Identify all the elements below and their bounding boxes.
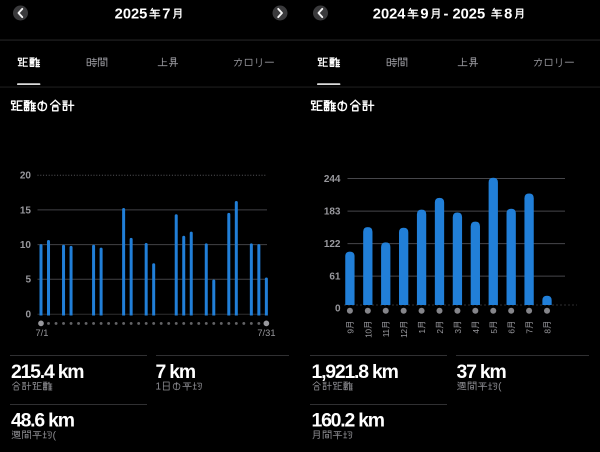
svg-text:0: 0 [25, 310, 31, 321]
svg-text:7 km: 7 km [156, 361, 196, 383]
svg-text:160.2 km: 160.2 km [312, 410, 385, 432]
svg-text:48.6 km: 48.6 km [11, 410, 75, 432]
svg-text:- 2025: - 2025 [443, 7, 485, 23]
svg-text:215.4 km: 215.4 km [11, 361, 84, 383]
svg-text:2025: 2025 [115, 7, 148, 23]
svg-text:5: 5 [489, 329, 499, 334]
svg-text:1: 1 [417, 329, 427, 334]
svg-text:2024: 2024 [373, 7, 407, 23]
svg-text:61: 61 [329, 272, 341, 283]
svg-text:5: 5 [25, 275, 31, 286]
svg-text:7: 7 [162, 7, 170, 23]
svg-text:11: 11 [381, 329, 391, 338]
svg-text:20: 20 [20, 171, 32, 182]
svg-text:(: ( [498, 382, 502, 393]
svg-text:7/1: 7/1 [36, 328, 49, 338]
svg-text:1,921.8 km: 1,921.8 km [312, 361, 399, 383]
svg-text:0: 0 [335, 303, 341, 314]
svg-text:9: 9 [420, 7, 428, 23]
svg-text:122: 122 [324, 239, 341, 250]
svg-text:244: 244 [324, 174, 341, 185]
svg-text:8: 8 [504, 7, 512, 23]
svg-text:15: 15 [20, 205, 32, 216]
svg-text:(: ( [53, 430, 57, 441]
svg-text:7/31: 7/31 [257, 328, 275, 338]
svg-text:9: 9 [345, 329, 355, 334]
svg-text:7: 7 [525, 329, 535, 334]
svg-text:2: 2 [435, 329, 445, 334]
svg-text:8: 8 [543, 329, 553, 334]
svg-text:10: 10 [20, 240, 32, 251]
svg-text:37 km: 37 km [457, 361, 507, 383]
svg-text:3: 3 [453, 329, 463, 334]
svg-text:10: 10 [363, 329, 373, 338]
svg-text:1: 1 [156, 382, 162, 393]
svg-text:12: 12 [399, 329, 409, 338]
svg-text:183: 183 [324, 207, 341, 218]
svg-text:4: 4 [471, 329, 481, 334]
svg-text:6: 6 [507, 329, 517, 334]
